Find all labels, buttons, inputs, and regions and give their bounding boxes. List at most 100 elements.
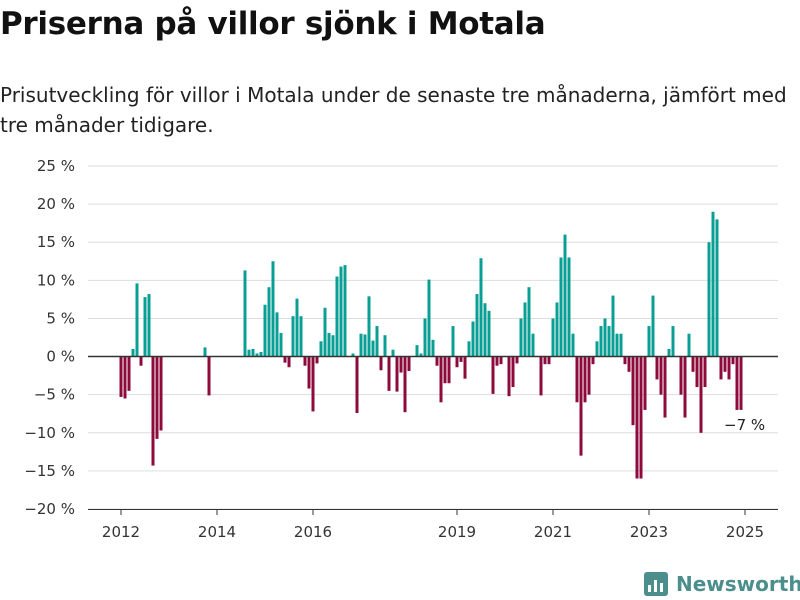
bar <box>371 340 375 357</box>
bar-chart-icon <box>644 572 668 596</box>
bar <box>483 303 487 357</box>
bar <box>531 333 535 357</box>
bar <box>463 356 467 379</box>
bar <box>339 266 343 357</box>
bar <box>627 356 631 372</box>
bar <box>283 356 287 363</box>
bar <box>363 334 367 357</box>
bar <box>591 356 595 365</box>
bar <box>687 333 691 357</box>
bar <box>547 356 551 365</box>
bar <box>311 356 315 412</box>
bar <box>291 316 295 357</box>
bar <box>615 333 619 357</box>
bar <box>559 257 563 357</box>
annotations: −7 % <box>724 416 765 434</box>
bar <box>651 295 655 357</box>
bar <box>563 234 567 357</box>
bar <box>367 296 371 357</box>
bar <box>579 356 583 456</box>
bar <box>663 356 667 418</box>
bar <box>159 356 163 431</box>
bar <box>475 294 479 357</box>
bar <box>519 318 523 357</box>
bar <box>323 307 327 357</box>
bar <box>715 219 719 357</box>
bar <box>575 356 579 403</box>
bar <box>343 265 347 357</box>
bar <box>495 356 499 366</box>
bar <box>499 356 503 365</box>
bar <box>139 356 143 366</box>
bar <box>335 276 339 357</box>
bar <box>527 287 531 357</box>
x-tick-label: 2019 <box>438 523 476 541</box>
bar <box>699 356 703 433</box>
x-tick-label: 2023 <box>630 523 668 541</box>
brand-name: Newsworthy <box>676 572 800 596</box>
bar <box>487 310 491 357</box>
bar <box>511 356 515 388</box>
bar <box>151 356 155 466</box>
bar <box>327 332 331 357</box>
bar <box>147 294 151 357</box>
bar <box>587 356 591 395</box>
bar <box>691 356 695 372</box>
y-tick-label: 10 % <box>37 271 75 289</box>
bar <box>467 341 471 357</box>
bar <box>295 298 299 357</box>
bar <box>263 304 267 357</box>
bar <box>603 318 607 357</box>
bar <box>375 326 379 357</box>
bar <box>315 356 319 364</box>
bar <box>683 356 687 418</box>
bar <box>419 353 423 357</box>
bar <box>271 261 275 357</box>
bar <box>319 341 323 357</box>
bar <box>667 348 671 357</box>
bar <box>447 356 451 384</box>
bar <box>731 356 735 365</box>
bar <box>471 321 475 357</box>
bar <box>655 356 659 380</box>
y-tick-label: 0 % <box>46 348 75 366</box>
bar <box>287 356 291 368</box>
bar <box>523 302 527 357</box>
bar <box>331 335 335 357</box>
bar <box>275 312 279 357</box>
bar <box>635 356 639 479</box>
bar <box>359 333 363 357</box>
x-tick-label: 2021 <box>534 523 572 541</box>
bar <box>247 349 251 357</box>
bar <box>723 356 727 372</box>
bar <box>595 341 599 357</box>
bar <box>155 356 159 439</box>
bar <box>387 356 391 391</box>
bar <box>679 356 683 395</box>
bar <box>567 257 571 357</box>
bar <box>555 302 559 357</box>
x-axis: 2012 2014 2016 2019 2021 2023 2025 <box>88 509 778 541</box>
bar <box>399 356 403 373</box>
bar <box>543 356 547 365</box>
bar <box>395 356 399 392</box>
bar <box>619 333 623 357</box>
bar <box>647 326 651 357</box>
bar <box>735 356 739 410</box>
bar <box>255 353 259 357</box>
bar <box>307 356 311 389</box>
x-tick-label: 2014 <box>198 523 236 541</box>
bar <box>123 356 127 399</box>
y-axis-ticks: 25 % 20 % 15 % 10 % 5 % 0 % −5 % −10 % −15 % −20 … <box>24 157 75 518</box>
bar <box>703 356 707 388</box>
bar <box>203 347 207 357</box>
bar <box>135 283 139 357</box>
bar <box>303 356 307 366</box>
bar <box>251 348 255 357</box>
bar <box>431 339 435 357</box>
bar <box>451 326 455 357</box>
bar <box>383 335 387 357</box>
y-tick-label: 15 % <box>37 233 75 251</box>
bar <box>479 258 483 357</box>
bar <box>379 356 383 371</box>
